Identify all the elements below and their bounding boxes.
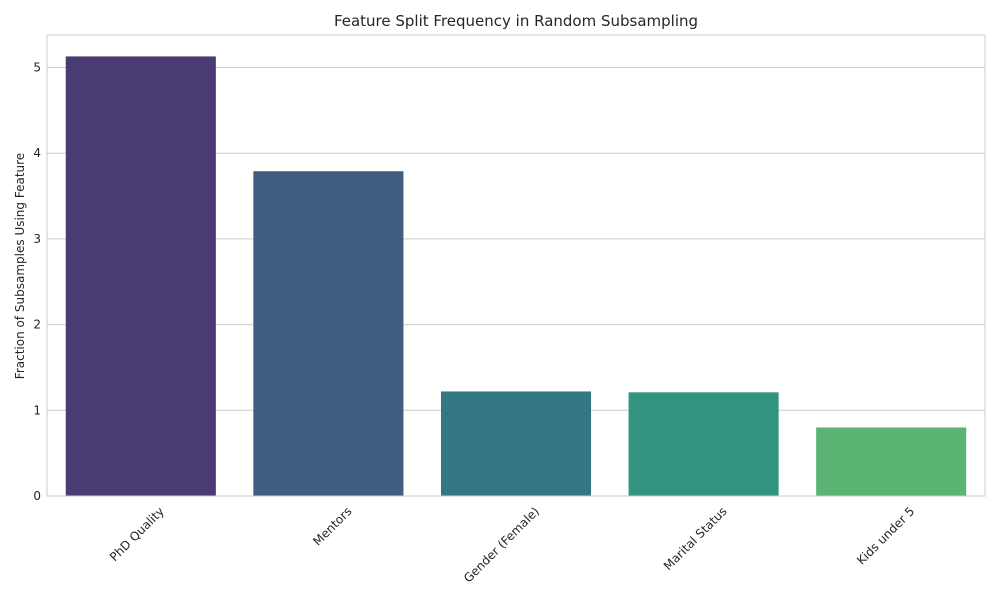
y-tick-label: 0: [33, 489, 41, 503]
y-tick-label: 4: [33, 146, 41, 160]
x-tick-label: PhD Quality: [107, 504, 167, 564]
x-tick-labels: PhD Quality Mentors Gender (Female) Marital…: [107, 504, 917, 585]
bar: [816, 427, 967, 496]
chart-title: Feature Split Frequency in Random Subsam…: [334, 12, 698, 30]
bars: [65, 56, 967, 496]
x-tick-label: Mentors: [310, 504, 354, 548]
y-tick-label: 5: [33, 61, 41, 75]
bar: [440, 391, 592, 496]
y-tick-labels: 0 1 2 3 4 5: [33, 61, 41, 503]
bar: [253, 171, 404, 496]
x-tick-label: Kids under 5: [854, 504, 917, 567]
bar: [65, 56, 216, 496]
y-axis-label: Fraction of Subsamples Using Feature: [13, 153, 27, 379]
y-tick-label: 1: [33, 403, 41, 417]
x-tick-label: Gender (Female): [461, 504, 542, 585]
x-tick-label: Marital Status: [661, 504, 730, 573]
bar: [628, 392, 779, 496]
y-tick-label: 2: [33, 318, 41, 332]
y-tick-label: 3: [33, 232, 41, 246]
plot-frame: [46, 34, 986, 497]
